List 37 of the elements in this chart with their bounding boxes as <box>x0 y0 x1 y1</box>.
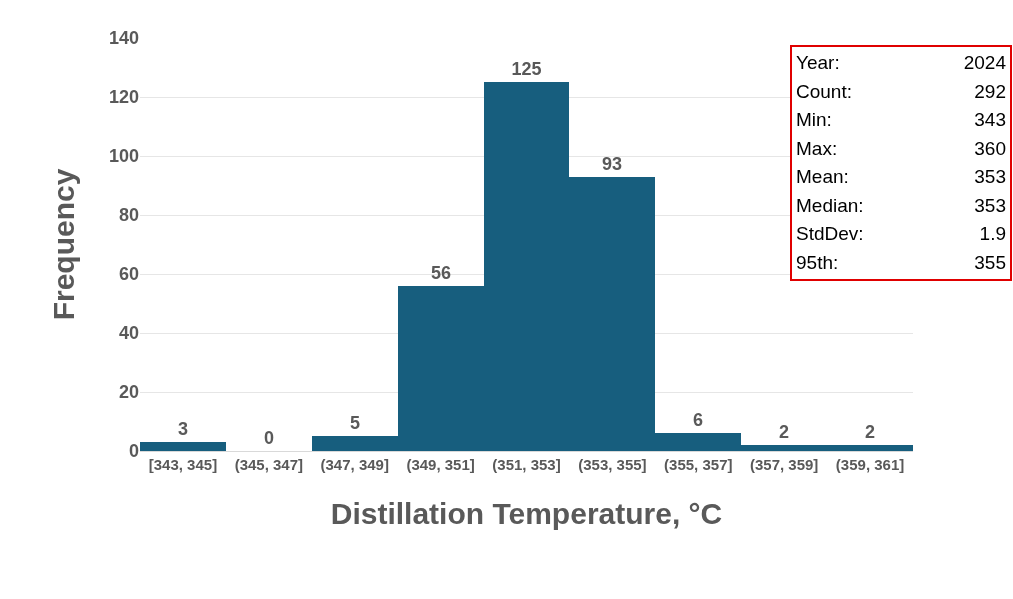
x-tick-label: (351, 353] <box>492 456 561 473</box>
y-tick-label: 100 <box>108 146 139 167</box>
x-tick-label: (345, 347] <box>234 456 304 473</box>
y-tick-label: 120 <box>108 87 139 108</box>
y-tick-label: 40 <box>118 323 139 344</box>
bar <box>140 442 226 451</box>
x-tick-label: (353, 355] <box>578 456 647 473</box>
data-label: 2 <box>864 422 876 442</box>
x-tick-label: [343, 345] <box>148 456 218 473</box>
x-tick-label: (355, 357] <box>664 456 733 473</box>
data-label: 56 <box>430 263 452 283</box>
text: Mean: 353 <box>796 166 1006 187</box>
data-label: 3 <box>177 419 189 439</box>
x-tick-label: (359, 361] <box>835 456 905 473</box>
x-axis-title: Distillation Temperature, °C <box>330 496 723 530</box>
data-label: 125 <box>511 59 542 79</box>
y-tick-label: 60 <box>118 264 139 285</box>
text: StdDev: 1.9 <box>796 223 1006 244</box>
y-tick-label: 0 <box>128 441 139 462</box>
text: Median: 353 <box>796 194 1006 216</box>
data-label: 2 <box>778 422 790 442</box>
y-tick-label: 20 <box>118 382 139 403</box>
text: 95th: 355 <box>796 251 1006 273</box>
x-tick-label: (357, 359] <box>749 456 819 473</box>
y-axis-title: Frequency <box>46 168 80 321</box>
x-tick-label: (349, 351] <box>406 456 475 473</box>
text: Count: 292 <box>796 80 1006 102</box>
x-tick-label: (347, 349] <box>320 456 389 473</box>
data-label: 93 <box>601 154 623 174</box>
text: Max: 360 <box>796 137 1006 159</box>
text: Year: 2024 <box>796 52 1006 73</box>
y-tick-label: 140 <box>108 28 139 49</box>
text: Min: 343 <box>796 109 1006 130</box>
data-label: 6 <box>692 410 704 430</box>
data-label: 5 <box>349 413 361 433</box>
y-tick-label: 80 <box>118 205 139 226</box>
data-label: 0 <box>263 428 275 448</box>
